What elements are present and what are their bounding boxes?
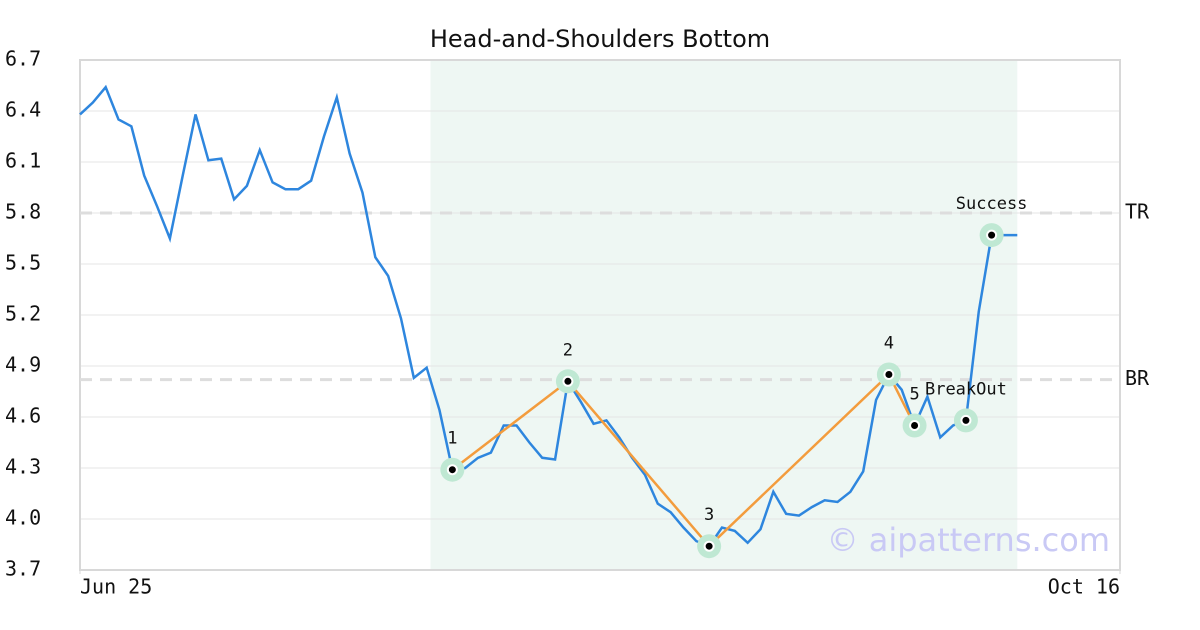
y-tick-label: 4.6 (5, 404, 41, 428)
signal-point (986, 229, 998, 241)
pattern-label: 3 (704, 505, 714, 525)
signal-point (960, 414, 972, 426)
watermark: © aipatterns.com (827, 521, 1110, 559)
y-tick-label: 5.5 (5, 251, 41, 275)
y-tick-label: 4.9 (5, 353, 41, 377)
x-tick-label: Oct 16 (1048, 575, 1120, 599)
signal-label: Success (956, 194, 1028, 214)
y-tick-label: 5.2 (5, 302, 41, 326)
pattern-label: 1 (447, 429, 457, 449)
y-tick-label: 5.8 (5, 200, 41, 224)
y-tick-label: 6.4 (5, 98, 41, 122)
plot-frame (79, 59, 1121, 571)
x-tick-label: Jun 25 (80, 575, 152, 599)
chart-title: Head-and-Shoulders Bottom (430, 25, 770, 53)
pattern-point (562, 375, 574, 387)
y-tick-label: 3.7 (5, 557, 41, 581)
pattern-label: 5 (909, 385, 919, 405)
pattern-point (446, 464, 458, 476)
signal-label: BreakOut (925, 379, 1007, 399)
pattern-point (703, 540, 715, 552)
pattern-point (883, 369, 895, 380)
pattern-point (909, 420, 921, 431)
y-tick-label: 6.1 (5, 149, 41, 173)
pattern-label: 4 (884, 334, 894, 354)
reference-label: TR (1125, 200, 1150, 224)
reference-label: BR (1125, 366, 1150, 390)
price-line (79, 84, 1018, 548)
y-tick-label: 4.3 (5, 455, 41, 479)
y-tick-label: 6.7 (5, 47, 41, 71)
pattern-label: 2 (563, 340, 573, 360)
y-tick-label: 4.0 (5, 506, 41, 530)
